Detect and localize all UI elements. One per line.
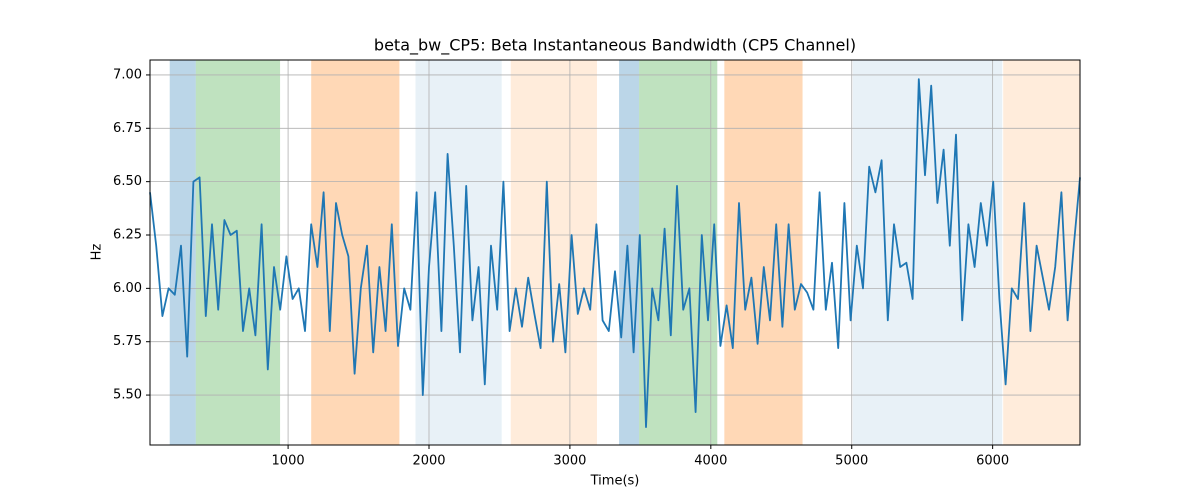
grid [150, 60, 1080, 445]
shaded-span [169, 60, 196, 445]
y-tick-label: 6.25 [113, 228, 142, 243]
x-tick-label: 2000 [412, 454, 445, 469]
chart-title: beta_bw_CP5: Beta Instantaneous Bandwidt… [374, 36, 856, 56]
x-tick-label: 5000 [835, 454, 868, 469]
plot-frame [149, 59, 1081, 446]
shaded-span [852, 60, 1003, 445]
x-tick-label: 1000 [272, 454, 305, 469]
shaded-span [510, 60, 597, 445]
shaded-span [1003, 60, 1080, 445]
x-tick-label: 6000 [976, 454, 1009, 469]
plot [149, 78, 1081, 428]
y-tick-label: 6.75 [113, 121, 142, 136]
shaded-span [415, 60, 502, 445]
y-tick-label: 6.00 [113, 281, 142, 296]
shaded-span [639, 60, 718, 445]
x-tick-label: 3000 [553, 454, 586, 469]
y-tick-label: 5.50 [113, 388, 142, 403]
x-axis-label: Time(s) [590, 474, 640, 489]
y-tick-label: 5.75 [113, 334, 142, 349]
x-tick-label: 4000 [694, 454, 727, 469]
y-tick-label: 6.50 [113, 174, 142, 189]
shaded-span [619, 60, 640, 445]
y-tick-label: 7.00 [113, 67, 142, 82]
y-axis-label: Hz [90, 244, 105, 261]
data-line [149, 78, 1081, 428]
shaded-span [311, 60, 400, 445]
axes: 1000 2000 3000 4000 5000 6000 5.50 5.75 6.00 6.25… [113, 67, 1009, 468]
